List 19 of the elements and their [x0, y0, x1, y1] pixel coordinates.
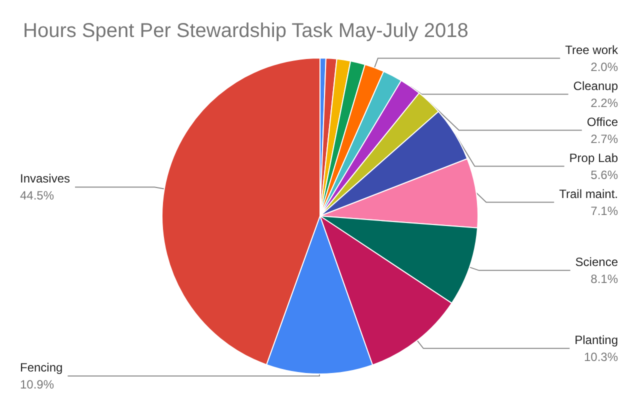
slice-label: Prop Lab [569, 150, 618, 165]
slice-label: Fencing [20, 360, 63, 374]
data-label: 8.1% [590, 272, 618, 286]
data-label: 44.5% [20, 188, 54, 203]
slice-label: Tree work [565, 42, 619, 57]
slice-label: Cleanup [573, 78, 618, 93]
data-label: 2.7% [590, 132, 618, 146]
slice-label: Science [575, 254, 618, 269]
slice-label: Planting [574, 332, 618, 347]
data-label: 2.0% [590, 60, 618, 74]
chart-title: Hours Spent Per Stewardship Task May-July 2018 [23, 20, 468, 42]
data-label: 10.3% [584, 350, 618, 364]
data-label: 5.6% [590, 168, 618, 182]
slice-label: Office [586, 114, 618, 129]
slice-label: Invasives [20, 172, 70, 186]
slice-label: Trail maint. [559, 186, 618, 201]
data-label: 10.9% [20, 378, 54, 392]
data-label: 7.1% [590, 204, 618, 218]
data-label: 2.2% [590, 96, 618, 110]
